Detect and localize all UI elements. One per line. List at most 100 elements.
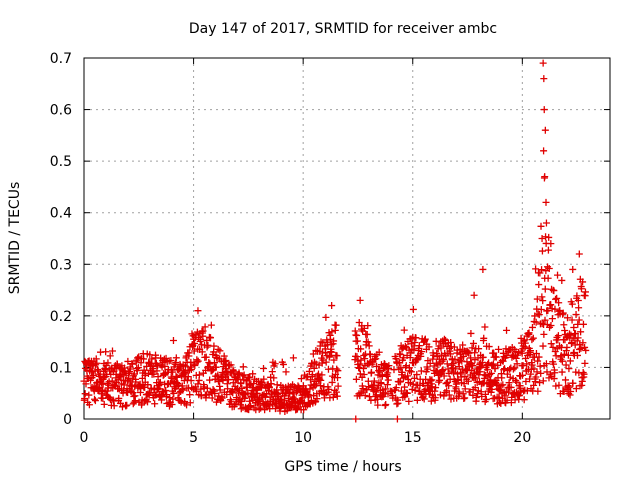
data-point [439,366,447,374]
data-point [187,377,195,385]
data-point [364,322,372,330]
data-point [452,365,460,373]
data-point [537,222,545,230]
data-point [191,361,199,369]
data-point [128,360,136,368]
data-point [357,345,365,353]
data-point [545,264,553,272]
data-point [555,381,563,389]
data-point [194,307,202,315]
data-point [161,362,169,370]
data-point [540,106,548,114]
data-point [330,356,338,364]
data-point [184,373,192,381]
data-point [174,380,182,388]
data-point [471,356,479,364]
data-point [85,401,93,409]
data-point [140,355,148,363]
data-point [394,399,402,407]
data-point [560,321,568,329]
data-point [374,401,382,409]
data-point [246,397,254,405]
data-point [413,396,421,404]
data-point [581,288,589,296]
data-point [400,326,408,334]
data-point [124,357,132,365]
y-tick-label: 0.4 [50,206,72,222]
data-point [522,377,530,385]
data-point [539,377,547,385]
x-tick-label: 20 [513,430,531,446]
data-point [570,324,578,332]
data-point [535,311,543,319]
data-point [534,310,542,318]
data-point [115,394,123,402]
data-point [478,393,486,401]
data-point [281,396,289,404]
data-point [100,400,108,408]
data-point [156,378,164,386]
points-layer [80,59,590,423]
data-point [352,415,360,423]
data-point [553,294,561,302]
data-point [532,349,540,357]
x-tick-label: 5 [189,430,198,446]
data-point [270,374,278,382]
data-point [528,361,536,369]
data-point [432,384,440,392]
data-point [131,397,139,405]
data-point [366,351,374,359]
data-point [148,355,156,363]
data-point [417,367,425,375]
data-point [482,395,490,403]
data-point [540,147,548,155]
data-point [126,365,134,373]
data-point [316,375,324,383]
data-point [194,357,202,365]
data-point [375,348,383,356]
data-point [110,402,118,410]
data-point [260,375,268,383]
data-point [528,323,536,331]
data-point [353,331,361,339]
data-point [210,359,218,367]
data-point [503,396,511,404]
data-point [356,296,364,304]
data-point [197,392,205,400]
data-point [539,297,547,305]
data-point [435,378,443,386]
data-point [427,377,435,385]
data-point [505,388,513,396]
data-point [175,381,183,389]
data-point [573,337,581,345]
data-point [516,382,524,390]
data-point [575,250,583,258]
data-point [393,415,401,423]
data-point [210,342,218,350]
data-point [436,376,444,384]
data-point [144,398,152,406]
data-point [445,382,453,390]
data-point [289,354,297,362]
data-point [168,374,176,382]
data-point [185,349,193,357]
data-point [154,362,162,370]
data-point [547,340,555,348]
data-point [426,359,434,367]
data-point [199,327,207,335]
data-point [81,390,89,398]
data-point [232,385,240,393]
data-point [565,383,573,391]
data-point [333,352,341,360]
data-point [224,376,232,384]
data-point [123,401,131,409]
data-point [356,360,364,368]
data-point [357,356,365,364]
data-point [211,389,219,397]
data-point [398,368,406,376]
data-point [328,348,336,356]
data-point [497,400,505,408]
data-point [476,368,484,376]
data-point [318,371,326,379]
